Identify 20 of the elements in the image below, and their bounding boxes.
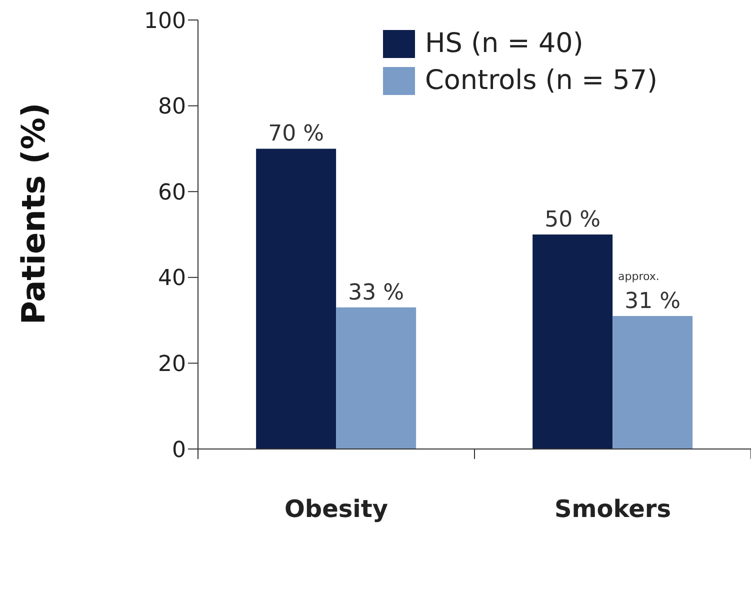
y-tick-label: 100 (144, 8, 186, 34)
bar (256, 148, 336, 449)
data-label: 70 % (268, 122, 324, 147)
bar (612, 316, 693, 449)
y-tick-label: 40 (158, 266, 186, 292)
annotation: approx. (618, 270, 660, 283)
x-tick-label: Obesity (284, 495, 388, 523)
data-label: 50 % (544, 208, 601, 232)
legend-label: Controls (n = 57) (425, 65, 658, 96)
y-tick-label: 20 (158, 352, 186, 378)
data-label: 33 % (348, 280, 404, 306)
x-tick-label: Smokers (554, 495, 671, 523)
bar (336, 307, 416, 449)
legend-label: HS (n = 40) (425, 28, 584, 59)
y-tick-label: 0 (172, 438, 186, 463)
data-label: 31 % (624, 289, 681, 314)
y-tick-label: 80 (158, 94, 186, 120)
bar (532, 234, 613, 449)
y-tick-label: 60 (158, 180, 186, 206)
y-axis-title: Patients (%) (14, 102, 52, 324)
